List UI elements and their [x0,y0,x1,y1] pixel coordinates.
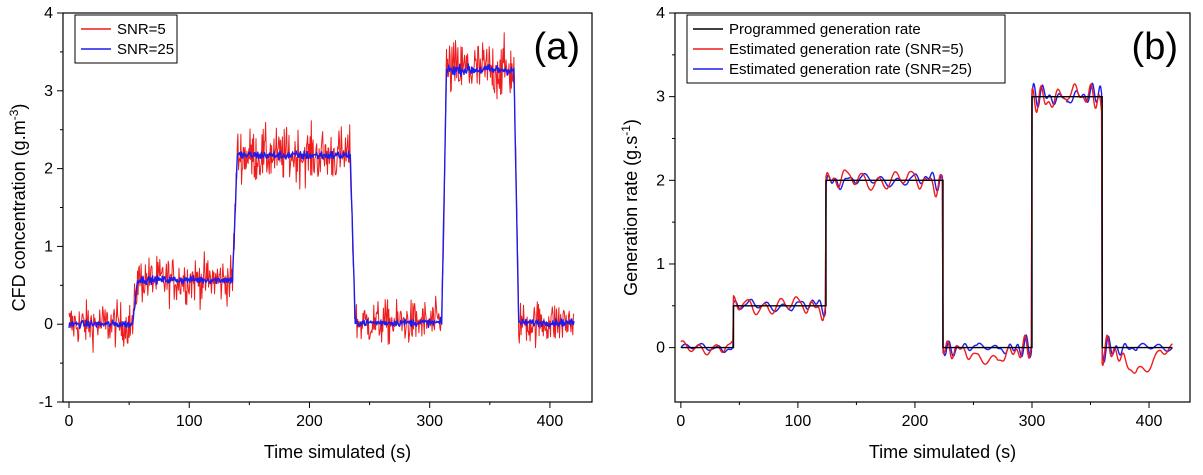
y-tick-label: 0 [656,340,665,357]
x-tick-label: 100 [785,413,812,430]
x-tick-label: 200 [902,413,929,430]
series-line-snr25 [68,63,575,330]
chart-panel-a: 0 100 200 300 400 -1 0 1 2 3 4 Time simulated (s) CF… [7,5,593,462]
x-tick-label: 200 [296,413,323,430]
series-line-estimated-snr25 [680,82,1173,363]
series-line-estimated-snr5 [680,83,1173,374]
series-line-snr5 [68,32,575,353]
series-line-programmed [680,95,1173,349]
x-axis-label: Time simulated (s) [869,442,1016,462]
legend-box [686,14,1006,84]
plot-area [680,82,1173,374]
y-tick-label: 2 [44,161,53,178]
legend: Programmed generation rate Estimated gene… [686,14,1006,84]
y-tick-label: 0 [44,316,53,333]
x-tick-label: 300 [416,413,443,430]
legend-entry: Programmed generation rate [729,21,921,38]
y-axis-label: Generation rate (g.s-1) [619,119,641,296]
legend-entry: SNR=25 [117,41,174,58]
x-tick-label: 300 [1019,413,1046,430]
plot-area [68,32,575,353]
plot-frame [674,12,1191,403]
y-tick-label: 3 [656,89,665,106]
y-tick-label: 4 [656,5,665,22]
y-tick-label: 1 [656,256,665,273]
x-axis-label: Time simulated (s) [264,442,411,462]
legend-entry: SNR=5 [117,21,166,38]
panel-label: (a) [534,26,580,68]
x-tick-label: 0 [676,413,685,430]
y-axis-label: CFD concentration (g.m-3) [7,104,29,312]
y-tick-label: 1 [44,238,53,255]
x-tick-label: 400 [1136,413,1163,430]
x-tick-label: 400 [537,413,564,430]
y-tick-label: 3 [44,83,53,100]
y-tick-label: -1 [39,394,53,411]
y-tick-label: 2 [656,172,665,189]
chart-panel-b: 0 100 200 300 400 0 1 2 3 4 Time simulated (s) Gene… [619,5,1191,462]
legend-box [74,14,178,64]
legend-entry: Estimated generation rate (SNR=25) [729,61,972,78]
panel-label: (b) [1132,26,1178,68]
y-tick-label: 4 [44,5,53,22]
legend-entry: Estimated generation rate (SNR=5) [729,41,964,58]
legend: SNR=5 SNR=25 [74,14,178,64]
x-tick-label: 100 [176,413,203,430]
x-tick-label: 0 [65,413,74,430]
